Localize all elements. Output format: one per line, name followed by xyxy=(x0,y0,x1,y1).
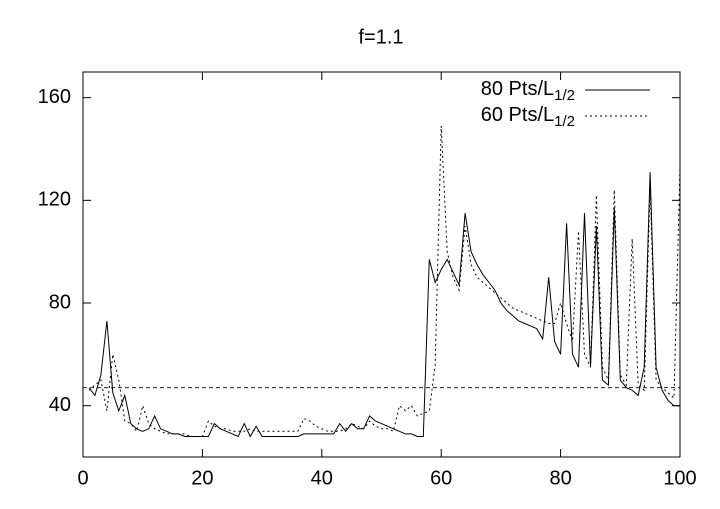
x-tick-label: 60 xyxy=(430,467,452,489)
y-tick-label: 80 xyxy=(49,291,71,313)
x-tick-label: 0 xyxy=(77,467,88,489)
legend-label: 60 Pts/L1/2 xyxy=(481,104,575,130)
y-tick-label: 160 xyxy=(38,86,71,108)
chart-title: f=1.1 xyxy=(358,26,403,48)
x-tick-label: 40 xyxy=(311,467,333,489)
x-tick-label: 20 xyxy=(191,467,213,489)
y-tick-label: 40 xyxy=(49,394,71,416)
legend-subscript: 1/2 xyxy=(554,113,575,130)
legend-name: 80 Pts/L xyxy=(481,78,554,100)
plot-frame xyxy=(82,71,681,458)
legend-subscript: 1/2 xyxy=(554,87,575,104)
legend-label: 80 Pts/L1/2 xyxy=(481,78,575,104)
series-line xyxy=(88,125,681,437)
y-tick-label: 120 xyxy=(38,189,71,211)
x-tick-label: 100 xyxy=(663,467,696,489)
legend-name: 60 Pts/L xyxy=(481,104,554,126)
series-line xyxy=(88,172,680,438)
x-tick-label: 80 xyxy=(549,467,571,489)
